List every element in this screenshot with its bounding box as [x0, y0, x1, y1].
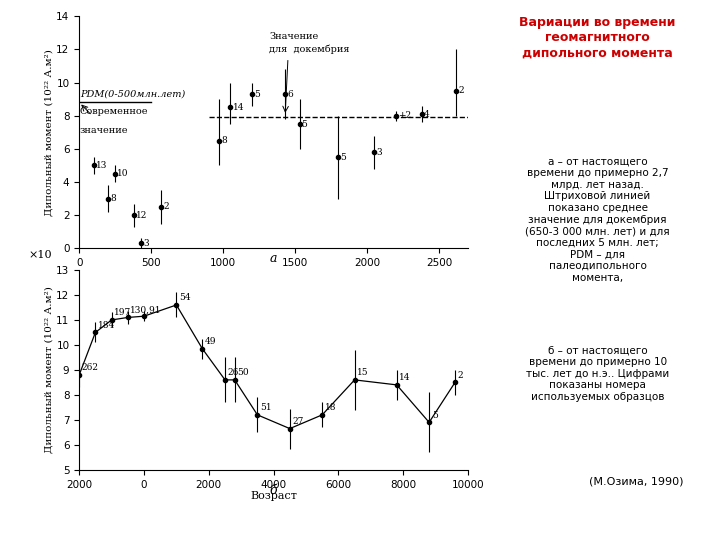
Text: 14: 14 [400, 373, 411, 382]
Text: 4: 4 [424, 110, 430, 119]
Text: а: а [270, 252, 277, 265]
Text: Современное: Современное [80, 107, 148, 117]
Text: 26: 26 [228, 368, 239, 377]
Text: 5: 5 [341, 153, 346, 161]
Text: 27: 27 [292, 417, 304, 426]
Text: 14: 14 [233, 103, 244, 112]
Text: 184: 184 [98, 321, 115, 330]
Text: 51: 51 [260, 403, 271, 413]
Text: 130,91: 130,91 [130, 306, 162, 315]
Text: 10: 10 [117, 169, 129, 178]
Text: 15: 15 [357, 368, 369, 377]
Y-axis label: Дипольный момент (10²² А.м²): Дипольный момент (10²² А.м²) [45, 286, 53, 454]
Text: 50: 50 [238, 368, 249, 377]
Text: для  докембрия: для докембрия [269, 45, 350, 55]
X-axis label: Возраст, млн. лет: Возраст, млн. лет [222, 274, 325, 284]
Text: 8: 8 [110, 194, 116, 203]
Text: PDM(0-500млн.лет): PDM(0-500млн.лет) [81, 89, 186, 98]
Text: значение: значение [80, 126, 128, 134]
Text: 3: 3 [143, 239, 149, 248]
Text: ×10: ×10 [29, 250, 53, 260]
X-axis label: Возраст: Возраст [250, 491, 297, 501]
Text: 6: 6 [287, 90, 293, 99]
Text: 2: 2 [459, 86, 464, 96]
Text: 12: 12 [136, 211, 148, 220]
Text: Значение: Значение [269, 32, 318, 41]
Text: 8: 8 [221, 136, 227, 145]
Text: 49: 49 [205, 337, 217, 346]
Text: б: б [270, 484, 277, 497]
Text: 197: 197 [114, 308, 132, 318]
Text: 2: 2 [458, 371, 463, 380]
Text: 262: 262 [82, 363, 99, 373]
Text: 5: 5 [302, 119, 307, 129]
Text: 13: 13 [96, 161, 107, 170]
Text: 5: 5 [432, 411, 438, 420]
Text: а – от настоящего
времени до примерно 2,7
млрд. лет назад.
Штриховой линией
пока: а – от настоящего времени до примерно 2,… [526, 157, 670, 282]
Text: б – от настоящего
времени до примерно 10
тыс. лет до н.э.. Цифрами
показаны номе: б – от настоящего времени до примерно 10… [526, 346, 669, 402]
Text: 2: 2 [163, 202, 169, 212]
Text: 5: 5 [254, 90, 260, 99]
Text: +2: +2 [398, 111, 411, 120]
Text: 3: 3 [377, 148, 382, 157]
Text: Вариации во времени
геомагнитного
дипольного момента: Вариации во времени геомагнитного диполь… [519, 16, 676, 59]
Y-axis label: Дипольный момент (10²² А.м²): Дипольный момент (10²² А.м²) [45, 49, 53, 216]
Text: 18: 18 [325, 403, 336, 413]
Text: (М.Озима, 1990): (М.Озима, 1990) [589, 476, 683, 486]
Text: 54: 54 [179, 293, 191, 302]
